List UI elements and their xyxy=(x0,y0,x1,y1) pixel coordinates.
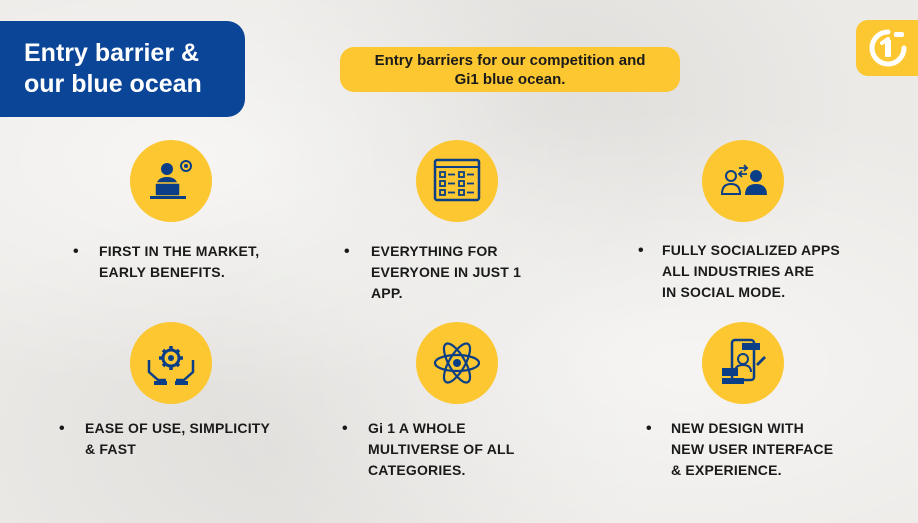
feature-text: FULLY SOCIALIZED APPS ALL INDUSTRIES ARE… xyxy=(662,242,840,300)
feature-text: EASE OF USE, SIMPLICITY & FAST xyxy=(85,420,271,457)
bullet: • xyxy=(646,420,652,437)
bullet: • xyxy=(638,242,644,259)
users-exchange-icon xyxy=(702,140,784,222)
page-subtitle: Entry barriers for our competition and G… xyxy=(374,51,646,88)
mobile-design-icon xyxy=(702,322,784,404)
bullet: • xyxy=(73,243,79,260)
feature-multiverse: • Gi 1 A WHOLE MULTIVERSE OF ALL CATEGOR… xyxy=(342,418,515,481)
bullet: • xyxy=(342,420,348,437)
feature-everything-for-everyone: • EVERYTHING FOR EVERYONE IN JUST 1 APP. xyxy=(344,241,521,304)
gi1-logo-icon xyxy=(856,20,918,76)
feature-first-in-market: • FIRST IN THE MARKET, EARLY BENEFITS. xyxy=(73,241,259,283)
bullet: • xyxy=(59,420,65,437)
hands-gear-icon xyxy=(130,322,212,404)
bullet: • xyxy=(344,243,350,260)
feature-ease-of-use: • EASE OF USE, SIMPLICITY & FAST xyxy=(59,418,270,460)
atom-icon xyxy=(416,322,498,404)
checklist-icon xyxy=(416,140,498,222)
laptop-user-icon xyxy=(130,140,212,222)
feature-text: Gi 1 A WHOLE MULTIVERSE OF ALL CATEGORIE… xyxy=(368,420,515,478)
feature-text: NEW DESIGN WITH NEW USER INTERFACE & EXP… xyxy=(671,420,834,478)
subtitle-pill: Entry barriers for our competition and G… xyxy=(340,47,680,92)
feature-text: EVERYTHING FOR EVERYONE IN JUST 1 APP. xyxy=(371,243,522,301)
feature-fully-socialized: • FULLY SOCIALIZED APPS ALL INDUSTRIES A… xyxy=(638,240,840,303)
title-banner: Entry barrier & our blue ocean xyxy=(0,21,245,117)
feature-new-design: • NEW DESIGN WITH NEW USER INTERFACE & E… xyxy=(646,418,833,481)
feature-text: FIRST IN THE MARKET, EARLY BENEFITS. xyxy=(99,243,260,280)
page-title: Entry barrier & our blue ocean xyxy=(24,39,202,98)
